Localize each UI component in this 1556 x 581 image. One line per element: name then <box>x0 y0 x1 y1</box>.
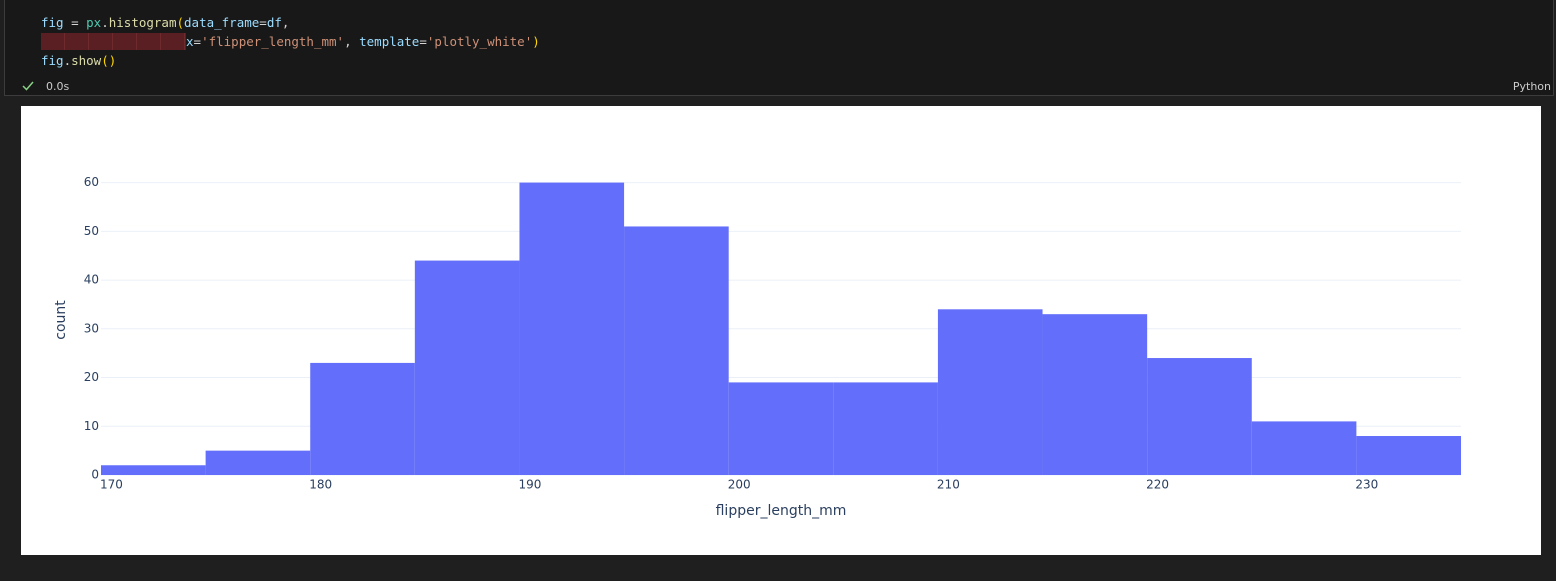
token: ) <box>532 34 540 49</box>
kernel-language[interactable]: Python <box>1512 80 1551 93</box>
token: , <box>281 15 290 30</box>
x-tick-label: 190 <box>518 478 541 492</box>
bar <box>728 382 834 475</box>
bar <box>1356 436 1461 475</box>
bar <box>1147 358 1252 475</box>
token: , <box>344 34 360 49</box>
y-tick-label: 60 <box>84 175 99 189</box>
code-line: fig = px.histogram(data_frame=df, <box>41 13 289 32</box>
y-axis-title: count <box>53 300 69 340</box>
token: df <box>266 15 282 30</box>
y-tick-label: 40 <box>84 273 99 287</box>
bar <box>833 382 938 475</box>
token: = <box>419 34 427 49</box>
token: () <box>101 53 117 68</box>
token: data_frame <box>184 15 260 30</box>
check-icon <box>22 81 34 91</box>
token: histogram <box>108 15 177 30</box>
code-cell[interactable]: fig = px.histogram(data_frame=df, x='fli… <box>4 0 1554 96</box>
code-line: x='flipper_length_mm', template='plotly_… <box>41 32 540 51</box>
token: px <box>86 15 102 30</box>
x-axis-title: flipper_length_mm <box>716 503 847 519</box>
bar <box>414 260 520 475</box>
token: = <box>193 34 202 49</box>
token: = <box>63 15 87 30</box>
token: . <box>101 15 109 30</box>
bar <box>624 226 729 475</box>
x-tick-label: 220 <box>1146 478 1169 492</box>
token: 'plotly_white' <box>426 34 533 49</box>
x-tick-label: 200 <box>728 478 751 492</box>
bar <box>1042 314 1148 475</box>
y-tick-label: 20 <box>84 370 99 384</box>
redaction <box>41 33 186 50</box>
chart: flipper_length_mm count 0 10 20 30 40 50 60 170… <box>53 175 1461 519</box>
y-tick-label: 30 <box>84 321 99 335</box>
x-tick-label: 170 <box>100 478 123 492</box>
token: x <box>186 34 194 49</box>
bar <box>937 309 1043 475</box>
y-tick-label: 0 <box>91 468 99 482</box>
code-line: fig.show() <box>41 51 116 70</box>
x-tick-label: 230 <box>1355 478 1378 492</box>
token: ( <box>176 15 185 30</box>
output: flipper_length_mm count 0 10 20 30 40 50 60 170… <box>21 106 1541 555</box>
token: 'flipper_length_mm' <box>201 34 345 49</box>
y-tick-label: 50 <box>84 224 99 238</box>
token: . <box>63 53 72 68</box>
token: fig <box>41 15 64 30</box>
token: = <box>259 15 267 30</box>
bar <box>310 362 415 475</box>
bar <box>1251 421 1357 475</box>
bar <box>101 465 206 475</box>
token: template <box>359 34 420 49</box>
token: show <box>71 53 102 68</box>
token: fig <box>41 53 64 68</box>
bar <box>519 182 625 475</box>
x-tick-label: 210 <box>937 478 960 492</box>
y-tick-label: 10 <box>84 419 99 433</box>
x-tick-label: 180 <box>309 478 332 492</box>
bar <box>205 450 311 475</box>
exec-time: 0.0s <box>46 80 70 93</box>
